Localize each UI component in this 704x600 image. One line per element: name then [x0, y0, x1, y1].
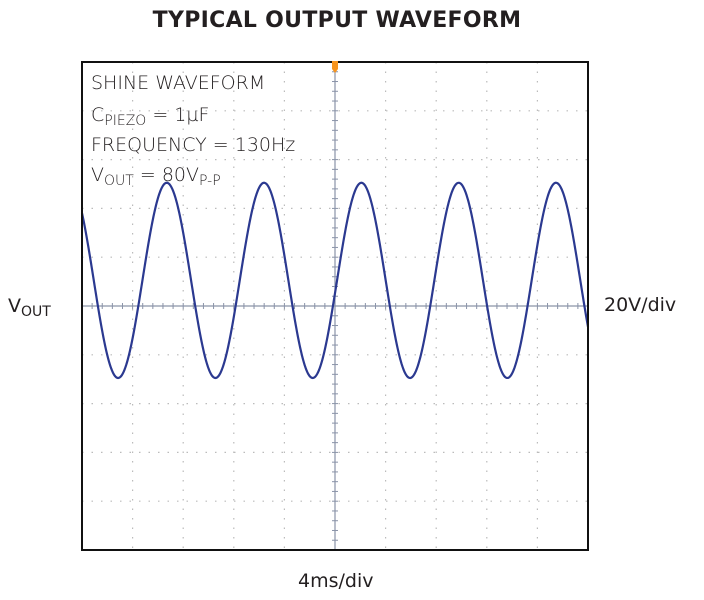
y-scale-label: 20V/div — [604, 294, 677, 316]
vout-pp-subscript: P-P — [199, 173, 221, 189]
cap-value: = 1µF — [146, 104, 210, 126]
annotation-waveform: SHINE WAVEFORM — [91, 72, 266, 94]
chart-title: TYPICAL OUTPUT WAVEFORM — [152, 8, 522, 33]
vout-symbol: V — [91, 164, 104, 186]
annotation-vout: VOUT = 80VP-P — [91, 164, 221, 189]
x-scale-label: 4ms/div — [298, 570, 374, 592]
y-label-sub: OUT — [21, 304, 51, 320]
annotation-capacitance: CPIEZO = 1µF — [91, 104, 209, 129]
cap-subscript: PIEZO — [104, 113, 147, 129]
y-axis-label: VOUT — [8, 295, 51, 320]
trigger-marker-icon — [332, 61, 338, 73]
annotation-frequency: FREQUENCY = 130Hz — [91, 134, 296, 156]
cap-symbol: C — [91, 104, 105, 126]
waveform-trace — [80, 181, 590, 380]
vout-value: = 80V — [133, 164, 200, 186]
y-label-main: V — [8, 295, 21, 317]
vout-subscript: OUT — [104, 173, 134, 189]
